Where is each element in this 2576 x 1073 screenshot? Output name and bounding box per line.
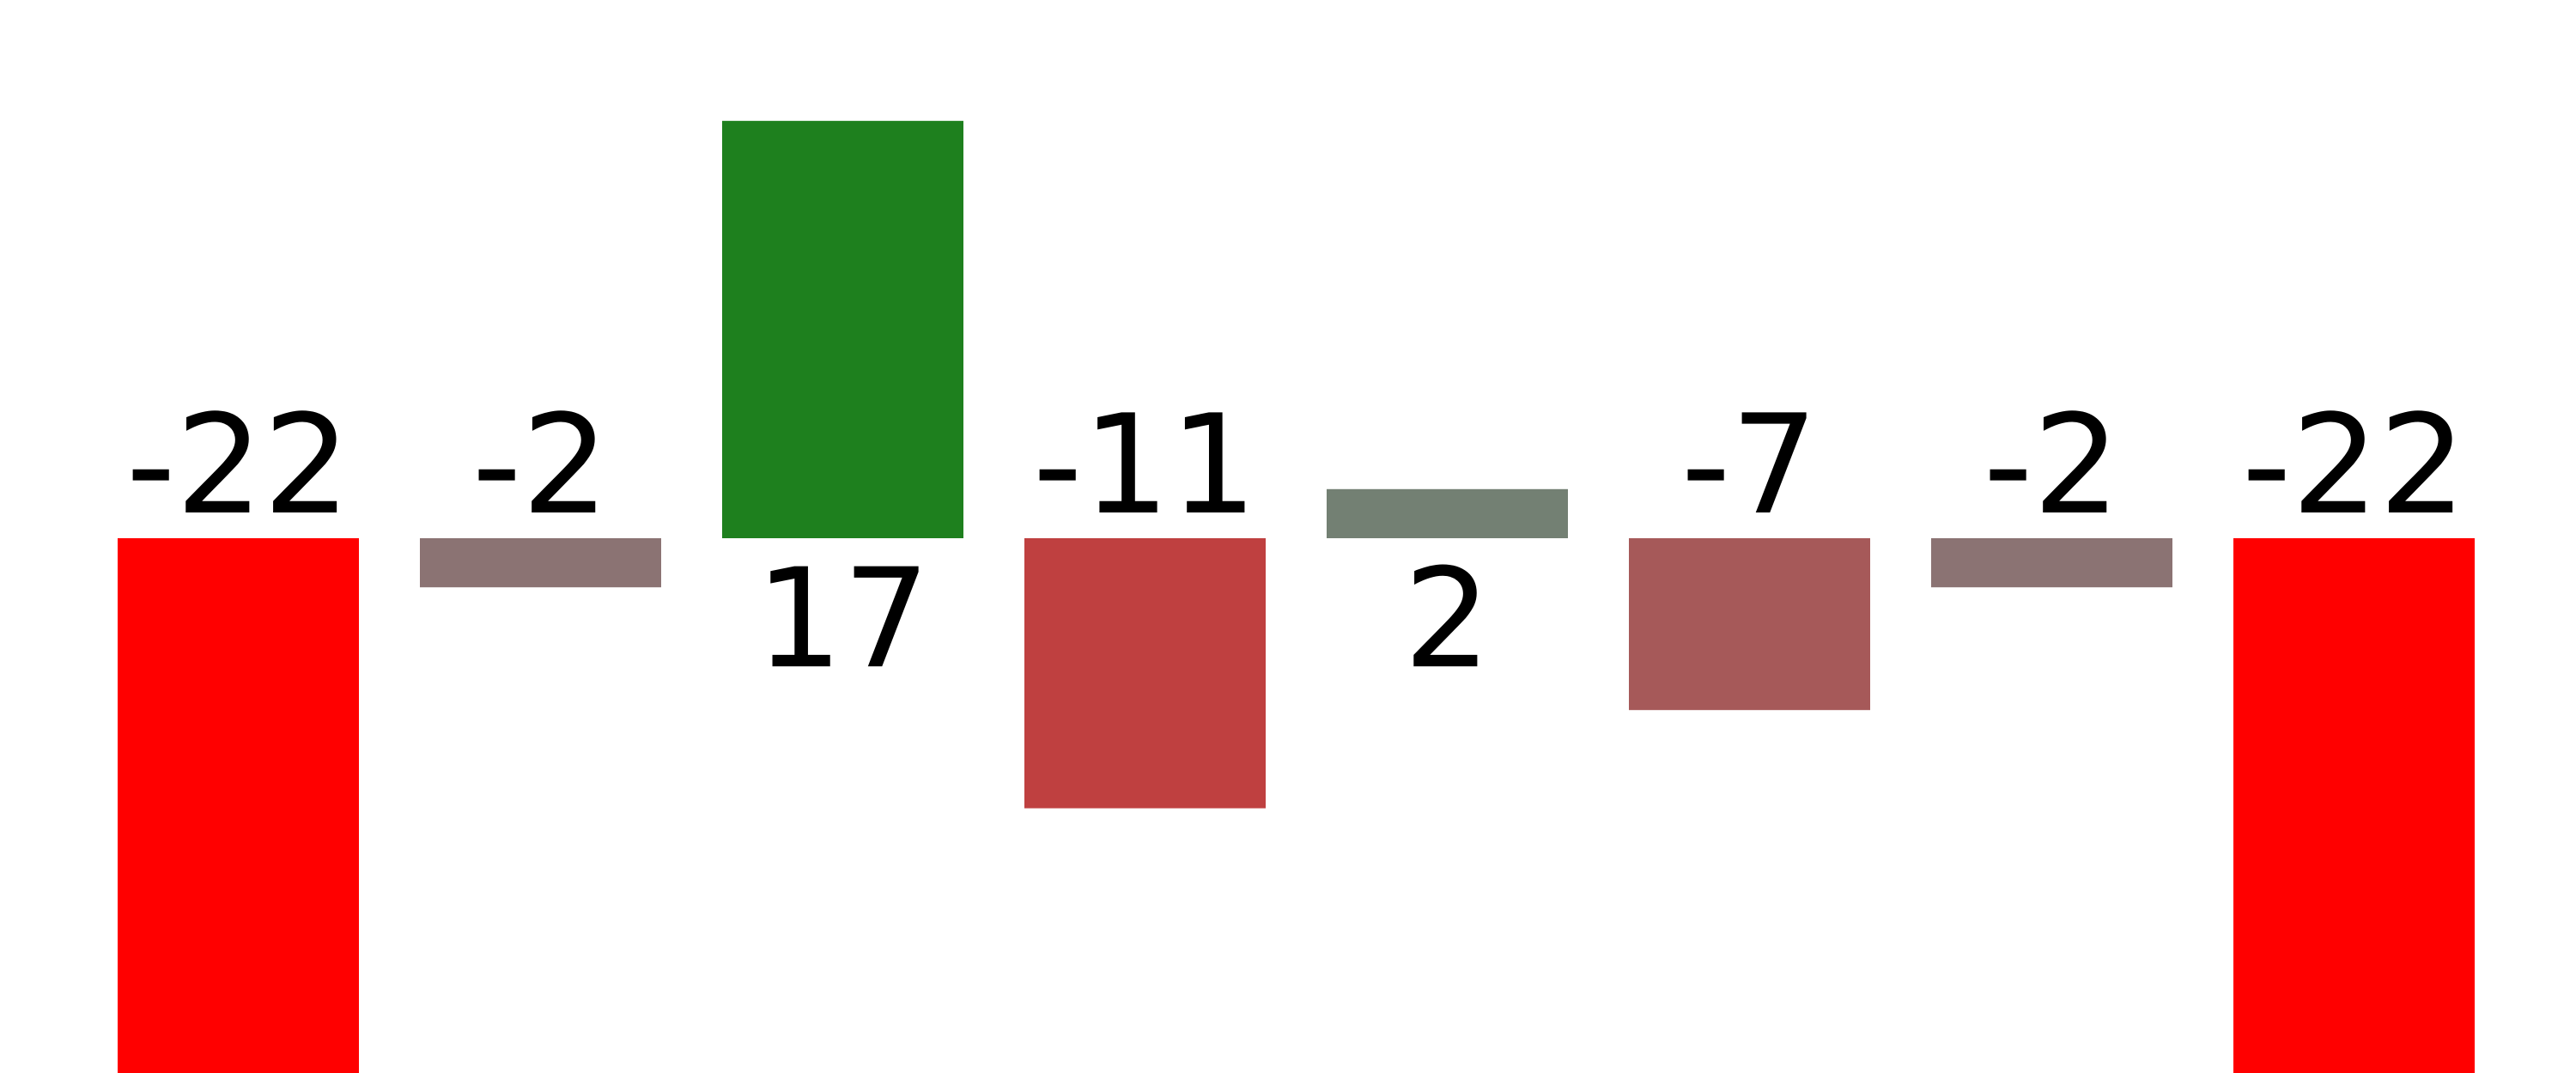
bar-2 [420,538,661,588]
bars-group [118,120,2475,1073]
value-label-3: 17 [756,538,931,699]
bar-7 [1931,538,2172,588]
value-label-2: -2 [472,385,610,545]
bar-1 [118,538,359,1073]
value-label-8: -22 [2242,385,2466,545]
bar-3 [722,120,963,539]
value-labels-group: -22 -2 17 -11 2 -7 -2 -22 [126,385,2466,699]
bar-8 [2233,538,2475,1073]
bar-6 [1629,538,1870,711]
value-label-7: -2 [1984,385,2121,545]
bar-4 [1024,538,1266,809]
value-label-6: -7 [1681,385,1819,545]
value-label-1: -22 [126,385,350,545]
value-label-4: -11 [1033,385,1257,545]
bar-5 [1327,488,1568,538]
value-label-5: 2 [1404,538,1492,699]
